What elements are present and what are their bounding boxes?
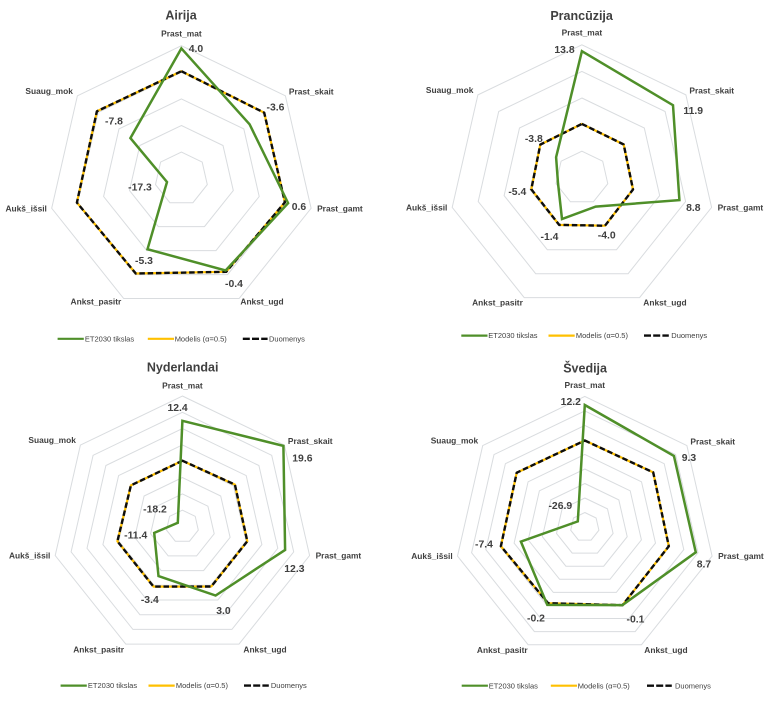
svg-text:-1.4: -1.4 bbox=[541, 232, 559, 243]
svg-text:12.2: 12.2 bbox=[561, 397, 581, 408]
svg-text:-17.3: -17.3 bbox=[128, 183, 152, 194]
svg-text:Ankst_pasitr: Ankst_pasitr bbox=[73, 645, 124, 655]
svg-text:Modelis (α=0.5): Modelis (α=0.5) bbox=[175, 334, 228, 343]
svg-text:Ankst_ugd: Ankst_ugd bbox=[644, 645, 687, 655]
svg-text:Ankst_ugd: Ankst_ugd bbox=[243, 645, 286, 655]
svg-text:Prast_gamt: Prast_gamt bbox=[718, 551, 764, 561]
svg-text:Modelis (α=0.5): Modelis (α=0.5) bbox=[176, 681, 229, 690]
svg-text:Modelis (α=0.5): Modelis (α=0.5) bbox=[578, 681, 631, 690]
svg-text:8.8: 8.8 bbox=[686, 203, 701, 214]
svg-text:12.4: 12.4 bbox=[167, 403, 187, 414]
svg-text:Suaug_mok: Suaug_mok bbox=[28, 435, 76, 445]
svg-text:Aukš_išsil: Aukš_išsil bbox=[411, 551, 452, 561]
svg-text:-5.3: -5.3 bbox=[135, 256, 153, 267]
svg-text:Prast_mat: Prast_mat bbox=[162, 380, 203, 390]
svg-text:12.3: 12.3 bbox=[284, 564, 304, 575]
svg-text:ET2030 tikslas: ET2030 tikslas bbox=[85, 334, 134, 343]
svg-text:Prast_skait: Prast_skait bbox=[288, 436, 333, 446]
svg-text:Prast_mat: Prast_mat bbox=[562, 28, 603, 38]
svg-text:Airija: Airija bbox=[165, 9, 197, 23]
svg-text:-7.4: -7.4 bbox=[475, 540, 493, 551]
svg-text:Prast_mat: Prast_mat bbox=[565, 380, 606, 390]
svg-text:-18.2: -18.2 bbox=[143, 505, 167, 516]
svg-text:Švedija: Švedija bbox=[563, 361, 608, 376]
svg-text:Duomenys: Duomenys bbox=[271, 681, 307, 690]
svg-text:Prast_skait: Prast_skait bbox=[689, 86, 734, 96]
svg-text:Suaug_mok: Suaug_mok bbox=[25, 86, 73, 96]
svg-text:9.3: 9.3 bbox=[682, 453, 697, 464]
svg-text:Aukš_išsil: Aukš_išsil bbox=[5, 203, 46, 213]
svg-text:Ankst_pasitr: Ankst_pasitr bbox=[71, 296, 122, 306]
svg-text:4.0: 4.0 bbox=[189, 44, 204, 55]
svg-text:-3.6: -3.6 bbox=[267, 103, 285, 114]
svg-text:Ankst_ugd: Ankst_ugd bbox=[240, 296, 283, 306]
svg-text:Suaug_mok: Suaug_mok bbox=[426, 85, 474, 95]
svg-text:Modelis (α=0.5): Modelis (α=0.5) bbox=[576, 331, 629, 340]
svg-text:Nyderlandai: Nyderlandai bbox=[147, 361, 219, 375]
svg-text:Ankst_ugd: Ankst_ugd bbox=[643, 298, 686, 308]
svg-text:Aukš_išsil: Aukš_išsil bbox=[9, 551, 50, 561]
svg-text:-0.2: -0.2 bbox=[527, 614, 545, 625]
svg-text:19.6: 19.6 bbox=[292, 453, 312, 464]
svg-text:Duomenys: Duomenys bbox=[269, 334, 305, 343]
svg-text:Ankst_pasitr: Ankst_pasitr bbox=[472, 298, 523, 308]
svg-text:ET2030 tikslas: ET2030 tikslas bbox=[488, 331, 537, 340]
svg-text:-5.4: -5.4 bbox=[508, 187, 526, 198]
svg-text:Prast_gamt: Prast_gamt bbox=[316, 551, 362, 561]
svg-text:Ankst_pasitr: Ankst_pasitr bbox=[477, 645, 528, 655]
svg-text:-3.4: -3.4 bbox=[141, 595, 159, 606]
svg-text:3.0: 3.0 bbox=[216, 606, 231, 617]
svg-text:11.9: 11.9 bbox=[683, 106, 703, 117]
svg-text:Prancūzija: Prancūzija bbox=[550, 9, 614, 23]
svg-text:-7.8: -7.8 bbox=[105, 117, 123, 128]
svg-text:Suaug_mok: Suaug_mok bbox=[431, 436, 479, 446]
svg-text:Prast_gamt: Prast_gamt bbox=[317, 203, 363, 213]
svg-text:ET2030 tikslas: ET2030 tikslas bbox=[489, 681, 538, 690]
svg-text:-26.9: -26.9 bbox=[548, 501, 572, 512]
svg-text:-4.0: -4.0 bbox=[598, 230, 616, 241]
svg-text:Duomenys: Duomenys bbox=[671, 331, 707, 340]
svg-text:Aukš_išsil: Aukš_išsil bbox=[406, 202, 447, 212]
svg-text:Prast_mat: Prast_mat bbox=[161, 29, 202, 39]
svg-text:-11.4: -11.4 bbox=[124, 531, 147, 542]
svg-text:-3.8: -3.8 bbox=[525, 134, 543, 145]
svg-text:Duomenys: Duomenys bbox=[675, 681, 711, 690]
svg-text:Prast_skait: Prast_skait bbox=[690, 436, 735, 446]
svg-text:0.6: 0.6 bbox=[292, 202, 307, 213]
svg-text:Prast_gamt: Prast_gamt bbox=[718, 202, 764, 212]
svg-text:ET2030 tikslas: ET2030 tikslas bbox=[88, 681, 137, 690]
svg-text:8.7: 8.7 bbox=[697, 560, 712, 571]
svg-text:13.8: 13.8 bbox=[554, 45, 574, 56]
svg-text:-0.4: -0.4 bbox=[225, 279, 243, 290]
svg-text:-0.1: -0.1 bbox=[627, 615, 645, 626]
svg-text:Prast_skait: Prast_skait bbox=[289, 87, 334, 97]
